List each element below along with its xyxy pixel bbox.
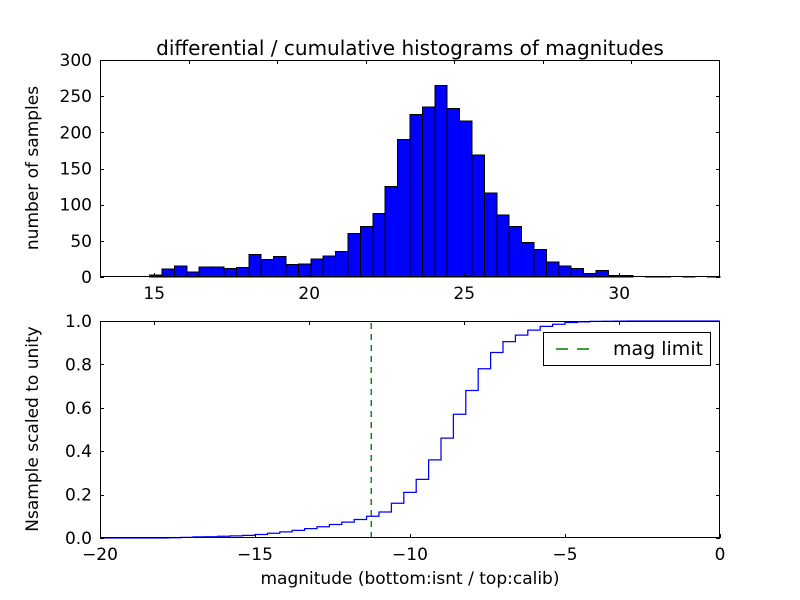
histogram-bar [558, 265, 572, 278]
plot-title: differential / cumulative histograms of … [156, 36, 664, 60]
y-tick-label: 100 [60, 196, 92, 216]
histogram-bar [310, 258, 324, 278]
histogram-bar [496, 214, 510, 278]
y-tick-label: 0 [81, 268, 92, 288]
x-tick-label: 25 [453, 284, 475, 304]
histogram-bar [545, 261, 560, 278]
histogram-bar [235, 267, 250, 278]
y-tick-label: 0.6 [65, 399, 92, 419]
x-tick-label: 30 [608, 284, 630, 304]
histogram-bar [297, 263, 312, 278]
y-tick-label: 0.8 [65, 355, 92, 375]
histogram-bar [521, 241, 535, 278]
histogram-bar [161, 268, 175, 278]
legend-dash-sample [556, 348, 598, 350]
histogram-bar [359, 225, 374, 278]
axes-frame [100, 321, 720, 538]
x-tick-label: −15 [237, 545, 273, 565]
x-tick-label: −5 [552, 545, 577, 565]
y-tick-label: 1.0 [65, 312, 92, 332]
histogram-bar [508, 225, 523, 278]
histogram-bar [446, 107, 461, 278]
histogram-bar [483, 192, 498, 278]
histogram-bar [347, 233, 361, 278]
histogram-bar [434, 84, 448, 278]
y-tick-label: 0.4 [65, 442, 92, 462]
histogram-bar [198, 266, 213, 278]
x-tick-label: −10 [392, 545, 428, 565]
x-axis-label: magnitude (bottom:isnt / top:calib) [260, 569, 560, 589]
x-tick-label: 15 [143, 284, 165, 304]
histogram-bar [570, 267, 585, 278]
legend-label: mag limit [613, 338, 704, 360]
y-tick-label: 50 [70, 232, 92, 252]
histogram-bar [223, 267, 237, 278]
y-tick-label: 0.2 [65, 486, 92, 506]
histogram-bar [211, 266, 225, 278]
y-tick-label: 150 [60, 160, 92, 180]
histogram-bars [149, 84, 721, 278]
x-tick-label: −20 [82, 545, 118, 565]
y-tick-label: 0.0 [65, 529, 92, 549]
histogram-bar [471, 154, 485, 278]
histogram-bar [285, 264, 299, 278]
histogram-bar [335, 251, 349, 278]
x-tick-label: 0 [715, 545, 726, 565]
top-y-axis-label: number of samples [23, 85, 43, 251]
y-tick-label: 200 [60, 123, 92, 143]
histogram-bar [260, 259, 275, 278]
histogram-bar [384, 186, 399, 278]
y-tick-label: 300 [60, 51, 92, 71]
histogram-bar [421, 106, 436, 278]
legend: mag limit [543, 332, 711, 366]
axes-frame [100, 60, 720, 277]
histogram-bar [397, 139, 411, 278]
histogram-bar [322, 255, 337, 278]
histogram-bar [273, 256, 287, 278]
bottom-y-axis-label: Nsample scaled to unity [23, 326, 43, 532]
histogram-bar [248, 254, 262, 278]
histogram-bar [533, 249, 547, 278]
y-tick-label: 250 [60, 87, 92, 107]
histogram-bar [372, 212, 386, 278]
cumulative-plot: −20 −15 −10 −5 0 0.0 0.2 0.4 0.6 0.8 1.0 [65, 312, 725, 565]
histogram-bar [459, 120, 473, 278]
x-tick-label: 20 [298, 284, 320, 304]
histogram-bar [173, 265, 188, 278]
histogram-bar [409, 113, 423, 278]
